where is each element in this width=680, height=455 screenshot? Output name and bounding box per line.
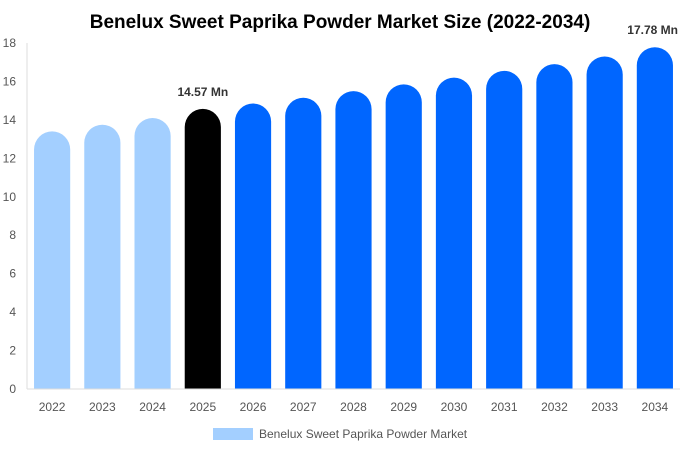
y-tick-label: 14 bbox=[3, 113, 17, 127]
data-label: 14.57 Mn bbox=[177, 85, 228, 99]
data-label: 17.78 Mn bbox=[627, 23, 678, 37]
y-tick-label: 18 bbox=[3, 36, 17, 50]
bar-2026[interactable] bbox=[234, 103, 272, 390]
x-tick-label: 2029 bbox=[390, 400, 417, 414]
bar-2024[interactable] bbox=[134, 117, 171, 389]
x-tick-label: 2024 bbox=[139, 400, 166, 414]
x-tick-label: 2022 bbox=[39, 400, 66, 414]
bar-2031[interactable] bbox=[486, 70, 523, 389]
x-tick-label: 2033 bbox=[591, 400, 618, 414]
bar-2028[interactable] bbox=[335, 91, 372, 389]
bar-2027[interactable] bbox=[285, 97, 322, 390]
bar-2030[interactable] bbox=[435, 77, 473, 390]
bar-2033[interactable] bbox=[586, 56, 623, 389]
x-tick-label: 2032 bbox=[541, 400, 568, 414]
y-tick-label: 2 bbox=[9, 344, 16, 358]
legend[interactable]: Benelux Sweet Paprika Powder Market bbox=[213, 427, 468, 441]
x-tick-label: 2027 bbox=[290, 400, 317, 414]
x-tick-label: 2023 bbox=[89, 400, 116, 414]
bar-2032[interactable] bbox=[536, 64, 573, 389]
y-tick-label: 4 bbox=[9, 305, 16, 319]
bar-2029[interactable] bbox=[385, 84, 422, 389]
bar-2034[interactable] bbox=[636, 47, 673, 389]
x-tick-label: 2026 bbox=[240, 400, 267, 414]
y-axis: 0 2 4 6 8 10 12 14 16 18 bbox=[3, 36, 28, 396]
bars-group bbox=[34, 47, 673, 390]
y-tick-label: 10 bbox=[3, 190, 17, 204]
y-tick-label: 12 bbox=[3, 151, 17, 165]
legend-label: Benelux Sweet Paprika Powder Market bbox=[259, 427, 468, 441]
x-tick-label: 2031 bbox=[491, 400, 518, 414]
x-tick-label: 2030 bbox=[441, 400, 468, 414]
bar-2025[interactable] bbox=[184, 108, 221, 389]
x-tick-label: 2034 bbox=[642, 400, 669, 414]
bar-2023[interactable] bbox=[84, 124, 121, 389]
bar-2022[interactable] bbox=[34, 131, 71, 389]
chart-title: Benelux Sweet Paprika Powder Market Size… bbox=[90, 12, 591, 33]
x-tick-label: 2028 bbox=[340, 400, 367, 414]
x-tick-label: 2025 bbox=[189, 400, 216, 414]
y-tick-label: 8 bbox=[9, 228, 16, 242]
data-labels-group: 14.57 Mn 17.78 Mn bbox=[177, 23, 678, 99]
y-tick-label: 6 bbox=[9, 267, 16, 281]
y-tick-label: 16 bbox=[3, 74, 17, 88]
y-tick-label: 0 bbox=[9, 382, 16, 396]
x-axis: 2022 2023 2024 2025 2026 2027 2028 2029 2030 2031… bbox=[27, 388, 680, 414]
legend-swatch bbox=[213, 428, 253, 440]
